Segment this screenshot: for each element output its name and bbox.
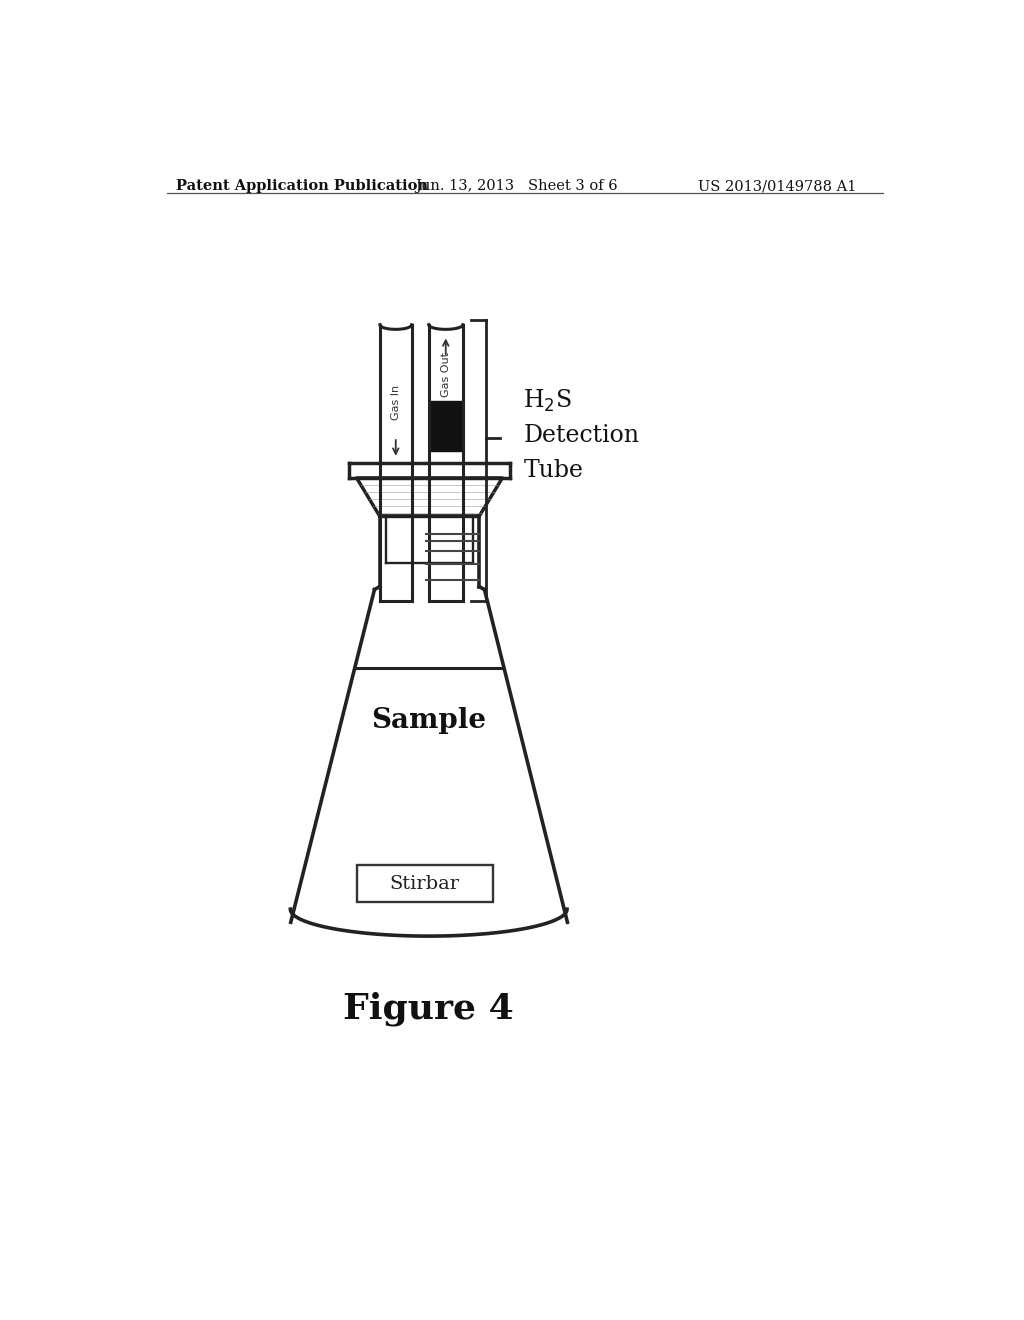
- Text: Stirbar: Stirbar: [390, 875, 460, 892]
- Text: Gas In: Gas In: [391, 385, 400, 420]
- Bar: [357, 866, 493, 903]
- Text: Tube: Tube: [523, 459, 584, 482]
- Text: US 2013/0149788 A1: US 2013/0149788 A1: [697, 180, 856, 193]
- Text: Patent Application Publication: Patent Application Publication: [176, 180, 428, 193]
- Text: H$_2$S: H$_2$S: [523, 388, 571, 414]
- Text: Gas Out: Gas Out: [440, 352, 451, 397]
- Text: Sample: Sample: [371, 708, 486, 734]
- Text: Figure 4: Figure 4: [343, 993, 514, 1027]
- Text: Detection: Detection: [523, 424, 639, 447]
- Text: Jun. 13, 2013   Sheet 3 of 6: Jun. 13, 2013 Sheet 3 of 6: [415, 180, 617, 193]
